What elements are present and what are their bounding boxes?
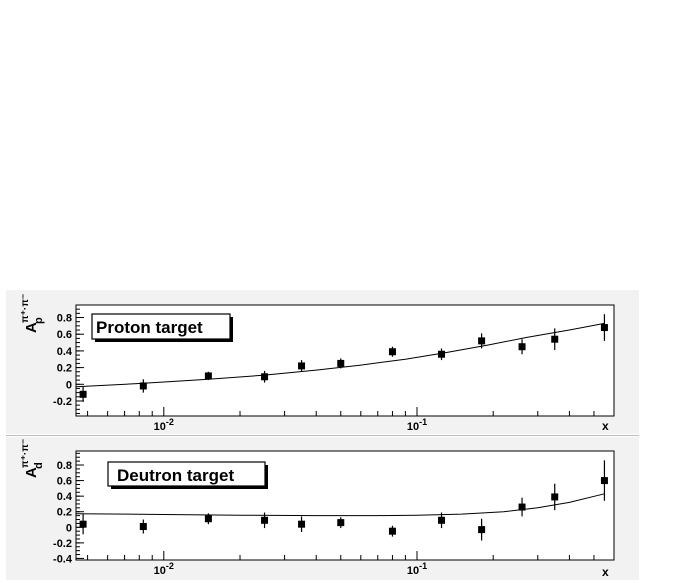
deutron-legend-label: Deutron target [117, 466, 234, 485]
deutron-ytick-label-4: 0.4 [57, 491, 73, 503]
proton-ytick-label-5: 0.8 [57, 313, 72, 325]
proton-data-points [79, 314, 608, 402]
deutron-point-11 [600, 477, 608, 485]
proton-point-5 [337, 359, 345, 367]
proton-point-11 [600, 324, 608, 332]
deutron-point-5 [337, 519, 345, 527]
deutron-ytick-label-3: 0.2 [57, 507, 72, 519]
proton-point-3 [261, 373, 269, 381]
deutron-y-axis: -0.4 -0.2 0 0.2 0.4 0.6 0.8 [53, 452, 84, 565]
deutron-fit-curve [75, 493, 605, 517]
deutron-point-2 [204, 515, 212, 523]
proton-xtick-exponent-0: -2 [166, 417, 174, 427]
proton-legend-box [91, 313, 231, 340]
proton-point-9 [518, 343, 526, 351]
deutron-legend: Deutron target [107, 461, 268, 489]
proton-ytick-label-3: 0.4 [57, 346, 73, 358]
deutron-ytick-label-0: -0.4 [53, 553, 73, 565]
deutron-legend-box [107, 461, 266, 487]
deutron-data-points [79, 460, 608, 541]
proton-point-6 [388, 348, 396, 356]
proton-fit-curve-group [75, 322, 605, 388]
proton-y-axis: -0.2 0 0.2 0.4 0.6 0.8 [53, 308, 84, 414]
proton-fit-curve [75, 322, 605, 388]
deutron-point-7 [438, 516, 446, 524]
deutron-xtick-exponent-0: -2 [166, 561, 174, 571]
deutron-point-4 [298, 520, 306, 528]
proton-ylabel-main: A [23, 322, 40, 333]
deutron-ytick-label-6: 0.8 [57, 460, 72, 472]
proton-xlabel: x [602, 419, 609, 433]
proton-point-1 [139, 382, 147, 390]
deutron-point-8 [478, 526, 486, 534]
deutron-point-3 [261, 516, 269, 524]
proton-ytick-label-0: -0.2 [53, 396, 72, 408]
deutron-ylabel-main: A [23, 467, 40, 478]
deutron-point-10 [551, 493, 559, 501]
deutron-ylabel-sup: π⁺·π⁻ [20, 439, 31, 468]
proton-point-8 [478, 337, 486, 345]
proton-ylabel-sup: π⁺·π⁻ [20, 294, 31, 323]
proton-ytick-label-1: 0 [66, 379, 72, 391]
deutron-point-9 [518, 503, 526, 511]
proton-y-axis-title: A p π⁺·π⁻ [20, 294, 45, 333]
deutron-fit-curve-group [75, 493, 605, 517]
deutron-y-axis-title: A d π⁺·π⁻ [20, 439, 45, 478]
proton-point-10 [551, 335, 559, 343]
proton-legend: Proton target [91, 313, 233, 342]
deutron-point-1 [139, 523, 147, 531]
proton-ytick-label-2: 0.2 [57, 363, 72, 375]
deutron-ylabel-sub: d [33, 462, 45, 469]
proton-panel: -0.2 0 0.2 0.4 0.6 0.8 10-2 10-1 Proton target… [20, 294, 615, 433]
proton-x-axis: 10-2 10-1 [87, 407, 595, 433]
proton-point-7 [438, 350, 446, 358]
proton-ylabel-sub: p [33, 317, 45, 324]
deutron-ytick-label-5: 0.6 [57, 476, 72, 488]
deutron-xlabel: x [602, 565, 609, 579]
deutron-point-0 [79, 520, 87, 528]
proton-point-0 [79, 390, 87, 398]
deutron-ytick-label-1: -0.2 [53, 538, 72, 550]
proton-legend-label: Proton target [96, 318, 203, 337]
deutron-panel: -0.4-0.200.20.40.60.8 10-2 10-1 Deutron t… [20, 439, 615, 579]
proton-xtick-exponent-1: -1 [419, 417, 427, 427]
proton-ytick-label-4: 0.6 [57, 329, 72, 341]
proton-point-4 [298, 362, 306, 370]
deutron-ytick-label-2: 0 [66, 522, 72, 534]
proton-point-2 [204, 372, 212, 380]
deutron-point-6 [388, 527, 396, 535]
deutron-xtick-exponent-1: -1 [419, 561, 427, 571]
